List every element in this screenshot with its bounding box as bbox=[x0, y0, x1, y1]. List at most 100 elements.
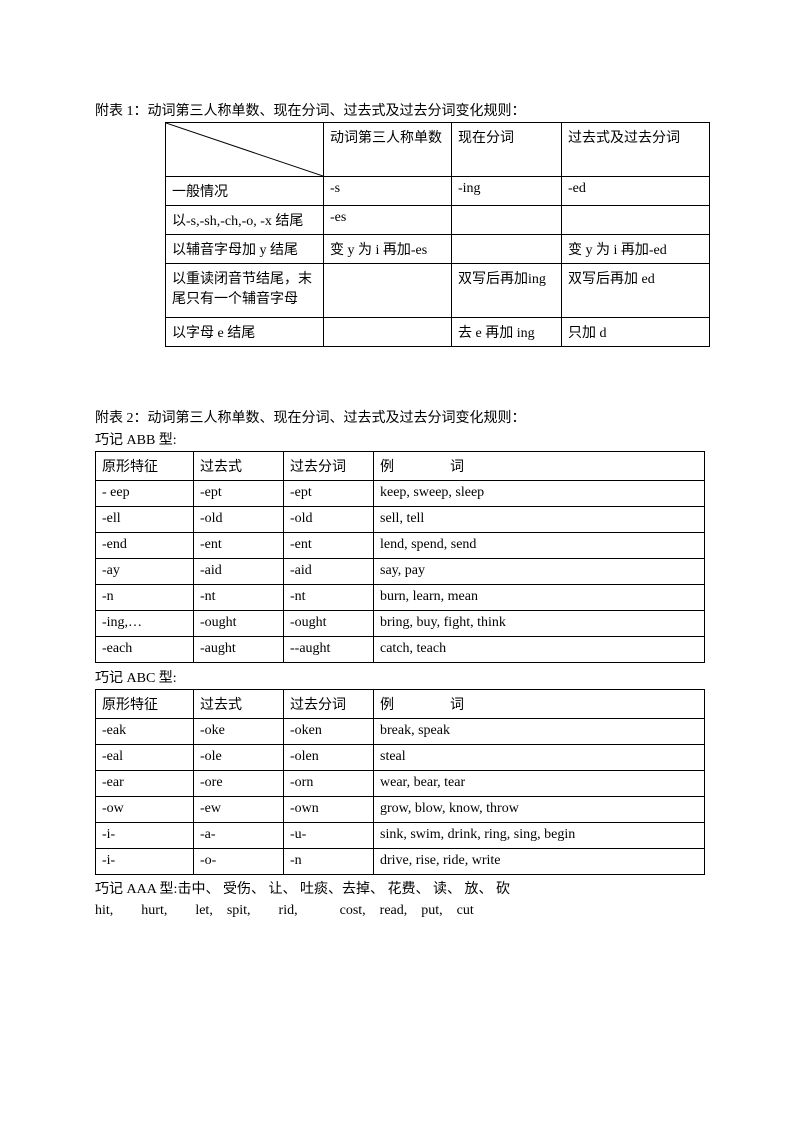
cell: lend, spend, send bbox=[374, 533, 705, 559]
table-row: 以字母 e 结尾 去 e 再加 ing 只加 d bbox=[166, 318, 710, 347]
cell: 变 y 为 i 再加-ed bbox=[562, 235, 710, 264]
table-row: -end-ent-entlend, spend, send bbox=[96, 533, 705, 559]
cell: 双写后再加ing bbox=[452, 264, 562, 318]
cell: -a- bbox=[194, 823, 284, 849]
aaa-title: 巧记 AAA 型:击中、 受伤、 让、 吐痰、去掉、 花费、 读、 放、 砍 bbox=[95, 879, 705, 901]
cell: 以-s,-sh,-ch,-o, -x 结尾 bbox=[166, 206, 324, 235]
cell: say, pay bbox=[374, 559, 705, 585]
table-row: -ing,…-ought-oughtbring, buy, fight, thi… bbox=[96, 611, 705, 637]
table-row: - eep-ept-eptkeep, sweep, sleep bbox=[96, 481, 705, 507]
cell: catch, teach bbox=[374, 637, 705, 663]
cell: -ept bbox=[194, 481, 284, 507]
table-abb: 原形特征 过去式 过去分词 例 词 - eep-ept-eptkeep, swe… bbox=[95, 451, 705, 663]
cell: -n bbox=[96, 585, 194, 611]
cell: -nt bbox=[284, 585, 374, 611]
table-row: 原形特征 过去式 过去分词 例 词 bbox=[96, 690, 705, 719]
cell: 变 y 为 i 再加-es bbox=[324, 235, 452, 264]
cell: sell, tell bbox=[374, 507, 705, 533]
table-row: 以重读闭音节结尾，末尾只有一个辅音字母 双写后再加ing 双写后再加 ed bbox=[166, 264, 710, 318]
section1-title: 附表 1：动词第三人称单数、现在分词、过去式及过去分词变化规则： bbox=[95, 100, 705, 120]
cell: -eak bbox=[96, 719, 194, 745]
cell: -es bbox=[324, 206, 452, 235]
header-c1: 原形特征 bbox=[96, 452, 194, 481]
cell: -ow bbox=[96, 797, 194, 823]
cell bbox=[324, 264, 452, 318]
cell: -oken bbox=[284, 719, 374, 745]
cell: -orn bbox=[284, 771, 374, 797]
table-row: 以辅音字母加 y 结尾 变 y 为 i 再加-es 变 y 为 i 再加-ed bbox=[166, 235, 710, 264]
cell: -ought bbox=[194, 611, 284, 637]
header-c2: 过去式 bbox=[194, 690, 284, 719]
cell: -old bbox=[284, 507, 374, 533]
cell: 以重读闭音节结尾，末尾只有一个辅音字母 bbox=[166, 264, 324, 318]
table-row: -ow-ew-owngrow, blow, know, throw bbox=[96, 797, 705, 823]
cell: -eal bbox=[96, 745, 194, 771]
cell: -ent bbox=[194, 533, 284, 559]
cell: -aid bbox=[194, 559, 284, 585]
cell: -i- bbox=[96, 849, 194, 875]
cell: 一般情况 bbox=[166, 177, 324, 206]
cell: -end bbox=[96, 533, 194, 559]
header-c4: 例 词 bbox=[374, 690, 705, 719]
cell: -ed bbox=[562, 177, 710, 206]
cell: -ay bbox=[96, 559, 194, 585]
cell: -ole bbox=[194, 745, 284, 771]
cell: -ought bbox=[284, 611, 374, 637]
cell: - eep bbox=[96, 481, 194, 507]
table-abc: 原形特征 过去式 过去分词 例 词 -eak-oke-okenbreak, sp… bbox=[95, 689, 705, 875]
abb-title: 巧记 ABB 型: bbox=[95, 429, 705, 449]
cell: 以辅音字母加 y 结尾 bbox=[166, 235, 324, 264]
cell: 去 e 再加 ing bbox=[452, 318, 562, 347]
cell: 只加 d bbox=[562, 318, 710, 347]
diagonal-header-cell bbox=[166, 123, 324, 177]
cell: -nt bbox=[194, 585, 284, 611]
cell: -each bbox=[96, 637, 194, 663]
table-row: -n-nt-ntburn, learn, mean bbox=[96, 585, 705, 611]
cell: -aught bbox=[194, 637, 284, 663]
table-row: -eal-ole-olensteal bbox=[96, 745, 705, 771]
cell: bring, buy, fight, think bbox=[374, 611, 705, 637]
cell bbox=[452, 206, 562, 235]
cell: -aid bbox=[284, 559, 374, 585]
table-row: 一般情况 -s -ing -ed bbox=[166, 177, 710, 206]
cell: -own bbox=[284, 797, 374, 823]
cell bbox=[324, 318, 452, 347]
table-row: 动词第三人称单数 现在分词 过去式及过去分词 bbox=[166, 123, 710, 177]
cell: wear, bear, tear bbox=[374, 771, 705, 797]
header-c2: 过去式 bbox=[194, 452, 284, 481]
header-col3: 现在分词 bbox=[452, 123, 562, 177]
section2-title: 附表 2：动词第三人称单数、现在分词、过去式及过去分词变化规则： bbox=[95, 407, 705, 427]
table-row: -i--a--u-sink, swim, drink, ring, sing, … bbox=[96, 823, 705, 849]
header-c3: 过去分词 bbox=[284, 690, 374, 719]
cell: drive, rise, ride, write bbox=[374, 849, 705, 875]
cell: -ear bbox=[96, 771, 194, 797]
cell: keep, sweep, sleep bbox=[374, 481, 705, 507]
cell: -o- bbox=[194, 849, 284, 875]
table-row: 以-s,-sh,-ch,-o, -x 结尾 -es bbox=[166, 206, 710, 235]
table-row: -eak-oke-okenbreak, speak bbox=[96, 719, 705, 745]
cell: -u- bbox=[284, 823, 374, 849]
cell: -i- bbox=[96, 823, 194, 849]
header-c3: 过去分词 bbox=[284, 452, 374, 481]
cell: break, speak bbox=[374, 719, 705, 745]
header-c1: 原形特征 bbox=[96, 690, 194, 719]
aaa-words: hit, hurt, let, spit, rid, cost, read, p… bbox=[95, 903, 705, 919]
table-row: -each-aught--aughtcatch, teach bbox=[96, 637, 705, 663]
cell: steal bbox=[374, 745, 705, 771]
cell: -old bbox=[194, 507, 284, 533]
cell: -s bbox=[324, 177, 452, 206]
table1: 动词第三人称单数 现在分词 过去式及过去分词 一般情况 -s -ing -ed … bbox=[165, 122, 710, 347]
cell: -olen bbox=[284, 745, 374, 771]
table-row: -ear-ore-ornwear, bear, tear bbox=[96, 771, 705, 797]
cell: -ore bbox=[194, 771, 284, 797]
header-col4: 过去式及过去分词 bbox=[562, 123, 710, 177]
table-row: -ay-aid-aidsay, pay bbox=[96, 559, 705, 585]
cell: 双写后再加 ed bbox=[562, 264, 710, 318]
cell: -ing,… bbox=[96, 611, 194, 637]
cell: burn, learn, mean bbox=[374, 585, 705, 611]
cell bbox=[452, 235, 562, 264]
cell: grow, blow, know, throw bbox=[374, 797, 705, 823]
table-row: 原形特征 过去式 过去分词 例 词 bbox=[96, 452, 705, 481]
table-row: -i--o--ndrive, rise, ride, write bbox=[96, 849, 705, 875]
cell: -n bbox=[284, 849, 374, 875]
